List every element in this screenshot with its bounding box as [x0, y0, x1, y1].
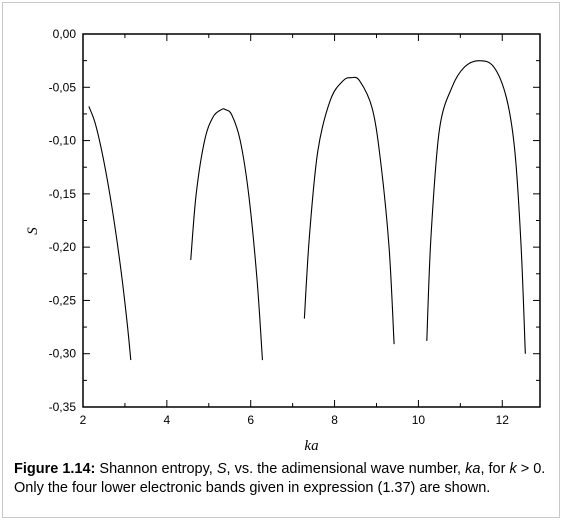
y-tick-label: -0,15 — [49, 187, 77, 201]
y-tick-label: -0,30 — [49, 347, 77, 361]
x-tick-label: 12 — [496, 413, 510, 427]
axis-ticks: 2 4 6 8 10 12 0,00 -0,05 -0,10 -0,15 -0,20 -0,25 -0,… — [49, 27, 540, 427]
caption-text-2: , vs. the adimensional wave number, — [226, 461, 466, 477]
y-tick-label: 0,00 — [53, 27, 77, 41]
caption-label: Figure 1.14: — [14, 461, 96, 477]
x-tick-label: 4 — [164, 413, 171, 427]
caption-text-1: Shannon entropy, — [95, 461, 217, 477]
y-tick-label: -0,10 — [49, 134, 77, 148]
figure-frame — [2, 2, 560, 518]
y-tick-label: -0,25 — [49, 293, 77, 307]
caption-symbol-ka: ka — [465, 461, 481, 477]
y-tick-label: -0,35 — [49, 400, 77, 414]
band-curve-2 — [190, 108, 263, 361]
plot-area-frame — [82, 33, 541, 408]
band-curve-1 — [88, 106, 132, 361]
figure-caption: Figure 1.14: Shannon entropy, S, vs. the… — [14, 460, 552, 498]
band-curve-3 — [303, 76, 395, 345]
series-group — [88, 60, 526, 361]
caption-symbol-k: k — [509, 461, 517, 477]
caption-text-3: , for — [480, 461, 510, 477]
caption-symbol-s: S — [216, 461, 227, 477]
x-axis-title: ka — [304, 438, 318, 454]
y-tick-label: -0,05 — [49, 80, 77, 94]
chart: 2 4 6 8 10 12 0,00 -0,05 -0,10 -0,15 -0,20 -0,25 -0,… — [25, 27, 541, 454]
y-axis-title: S — [25, 227, 41, 235]
x-tick-label: 2 — [80, 413, 87, 427]
x-tick-label: 10 — [412, 413, 426, 427]
x-tick-label: 6 — [247, 413, 254, 427]
caption-text-4: > 0. Only the four lower electronic band… — [14, 461, 546, 496]
x-tick-label: 8 — [331, 413, 338, 427]
band-curve-4 — [426, 60, 526, 354]
y-tick-label: -0,20 — [49, 240, 77, 254]
